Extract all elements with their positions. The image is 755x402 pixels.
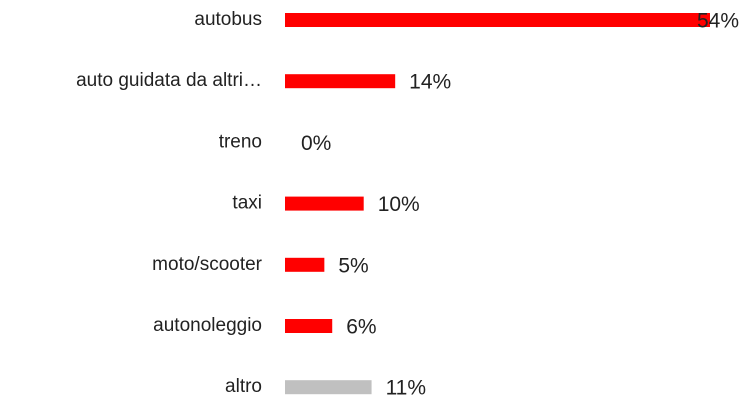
category-label: auto guidata da altri… [76,70,262,91]
category-label: altro [225,376,262,397]
data-label: 14% [409,71,451,94]
data-label: 0% [301,132,331,155]
category-label: moto/scooter [152,254,262,275]
data-label: 54% [697,10,739,33]
data-label: 6% [346,316,376,339]
data-label: 10% [378,193,420,216]
bar [285,196,364,211]
data-label: 11% [386,377,426,400]
bar [285,319,333,333]
category-label: autonoleggio [153,315,262,336]
category-label: treno [219,131,262,152]
bar [285,380,372,395]
category-label: autobus [194,9,262,30]
bar [285,13,710,27]
category-label: taxi [232,193,262,214]
data-label: 5% [338,254,368,277]
bar [285,257,325,272]
bar [285,74,396,89]
